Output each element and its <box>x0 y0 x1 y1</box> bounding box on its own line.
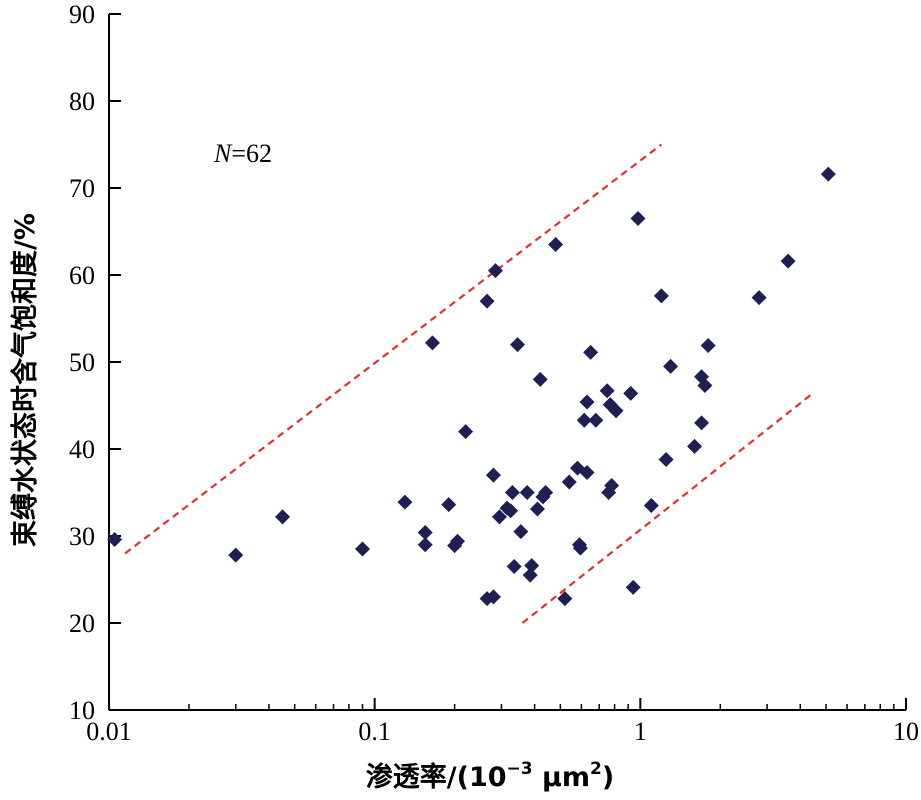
data-point <box>485 467 501 483</box>
y-tick-label: 50 <box>69 348 95 377</box>
y-tick-label: 30 <box>69 522 95 551</box>
data-point <box>479 293 495 309</box>
data-point <box>780 253 796 269</box>
x-axis-title-close: ) <box>602 762 614 793</box>
data-point <box>524 558 540 574</box>
y-tick-label: 90 <box>69 0 95 29</box>
data-point <box>630 210 646 226</box>
data-point <box>643 498 659 514</box>
x-axis-title-unit: μm <box>533 762 590 793</box>
data-point <box>107 531 123 547</box>
data-point <box>513 524 529 540</box>
data-point <box>522 567 538 583</box>
x-axis-title-exp: −3 <box>507 759 533 779</box>
axes <box>108 14 906 711</box>
data-point <box>548 237 564 253</box>
data-point <box>599 383 615 399</box>
x-axis-title: 渗透率/(10−3 μm2) <box>366 759 614 793</box>
data-point <box>449 533 465 549</box>
y-tick-label: 40 <box>69 435 95 464</box>
data-point <box>608 403 624 419</box>
upper-envelope-line <box>124 143 663 555</box>
data-point <box>228 547 244 563</box>
x-axis-title-exp2: 2 <box>590 759 602 779</box>
data-point <box>751 290 767 306</box>
data-point <box>538 485 554 500</box>
y-axis-ticks: 10 20 30 40 50 60 70 80 90 <box>69 0 121 725</box>
data-point <box>583 344 599 360</box>
data-point <box>424 335 440 351</box>
data-point <box>532 371 548 387</box>
data-point <box>491 509 507 525</box>
data-point <box>485 589 501 605</box>
envelope-lines <box>124 143 815 624</box>
data-point <box>687 438 703 454</box>
annotation-value: =62 <box>231 139 272 168</box>
data-point <box>441 497 457 513</box>
data-point <box>576 412 592 428</box>
x-axis-ticks: 0.01 0.1 1 10 <box>86 698 919 746</box>
data-point <box>604 478 620 494</box>
x-tick-label: 10 <box>893 717 919 746</box>
data-point <box>579 464 595 480</box>
sample-count-annotation: N=62 <box>213 139 272 168</box>
x-tick-label: 1 <box>634 717 647 746</box>
data-point <box>572 540 588 556</box>
data-point <box>397 494 413 510</box>
data-point <box>697 377 713 393</box>
data-point <box>623 385 639 401</box>
data-point <box>579 394 595 410</box>
data-point <box>625 579 641 595</box>
annotation-n: N <box>213 139 233 168</box>
x-tick-label: 0.1 <box>358 717 391 746</box>
data-point <box>519 485 535 500</box>
lower-envelope-line <box>521 391 815 624</box>
data-point <box>458 424 474 440</box>
y-tick-label: 70 <box>69 174 95 203</box>
data-point <box>663 358 679 374</box>
data-point <box>820 166 836 182</box>
data-point <box>417 525 433 541</box>
data-point <box>355 541 371 557</box>
y-tick-label: 20 <box>69 609 95 638</box>
x-tick-label: 0.01 <box>86 717 132 746</box>
data-point <box>504 485 520 500</box>
data-point <box>417 537 433 553</box>
data-point <box>588 412 604 428</box>
data-point <box>506 558 522 574</box>
data-point <box>275 509 291 525</box>
data-point <box>488 263 504 279</box>
y-axis-title: 束缚水状态时含气饱和度/% <box>9 213 41 547</box>
data-points <box>107 166 836 607</box>
y-tick-label: 80 <box>69 87 95 116</box>
y-tick-label: 10 <box>69 696 95 725</box>
data-point <box>653 288 669 304</box>
data-point <box>503 503 519 519</box>
data-point <box>700 337 716 353</box>
data-point <box>529 501 545 517</box>
data-point <box>561 474 577 490</box>
data-point <box>510 337 526 353</box>
data-point <box>557 591 573 607</box>
x-axis-title-main: 渗透率/(10 <box>366 761 507 793</box>
data-point <box>658 451 674 467</box>
y-tick-label: 60 <box>69 261 95 290</box>
data-point <box>694 415 710 431</box>
